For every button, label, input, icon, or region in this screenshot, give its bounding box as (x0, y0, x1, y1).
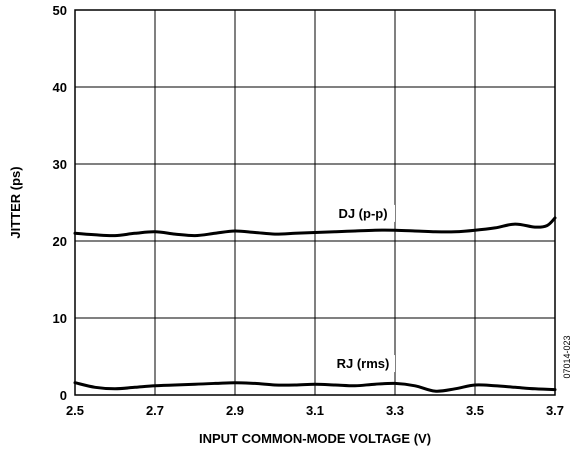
x-tick-label: 3.3 (386, 403, 404, 418)
y-tick-label: 20 (53, 234, 67, 249)
series-label-backing (331, 204, 395, 222)
x-tick-label: 3.7 (546, 403, 564, 418)
x-tick-label: 2.9 (226, 403, 244, 418)
y-tick-labels: 0 10 20 30 40 50 (53, 3, 67, 403)
y-tick-label: 40 (53, 80, 67, 95)
figure-id: 07014-023 (562, 335, 572, 378)
series-line-rj (73, 381, 557, 393)
x-axis-title: INPUT COMMON-MODE VOLTAGE (V) (199, 431, 431, 446)
y-tick-label: 50 (53, 3, 67, 18)
x-tick-labels: 2.5 2.7 2.9 3.1 3.3 3.5 3.7 (66, 403, 564, 418)
series-label: RJ (rms) (337, 356, 390, 371)
plot-frame (74, 9, 556, 396)
x-tick-label: 3.5 (466, 403, 484, 418)
series-label-backing (331, 355, 395, 373)
y-tick-label: 30 (53, 157, 67, 172)
series-labels: DJ (p-p) RJ (rms) (331, 204, 395, 373)
series-label: DJ (p-p) (338, 206, 387, 221)
y-tick-label: 10 (53, 311, 67, 326)
y-axis-title: JITTER (ps) (8, 166, 23, 238)
y-tick-label: 0 (60, 388, 67, 403)
x-tick-label: 2.5 (66, 403, 84, 418)
series-line-dj (73, 216, 557, 238)
x-tick-label: 2.7 (146, 403, 164, 418)
x-tick-label: 3.1 (306, 403, 324, 418)
grid (74, 9, 556, 396)
series (73, 216, 557, 393)
